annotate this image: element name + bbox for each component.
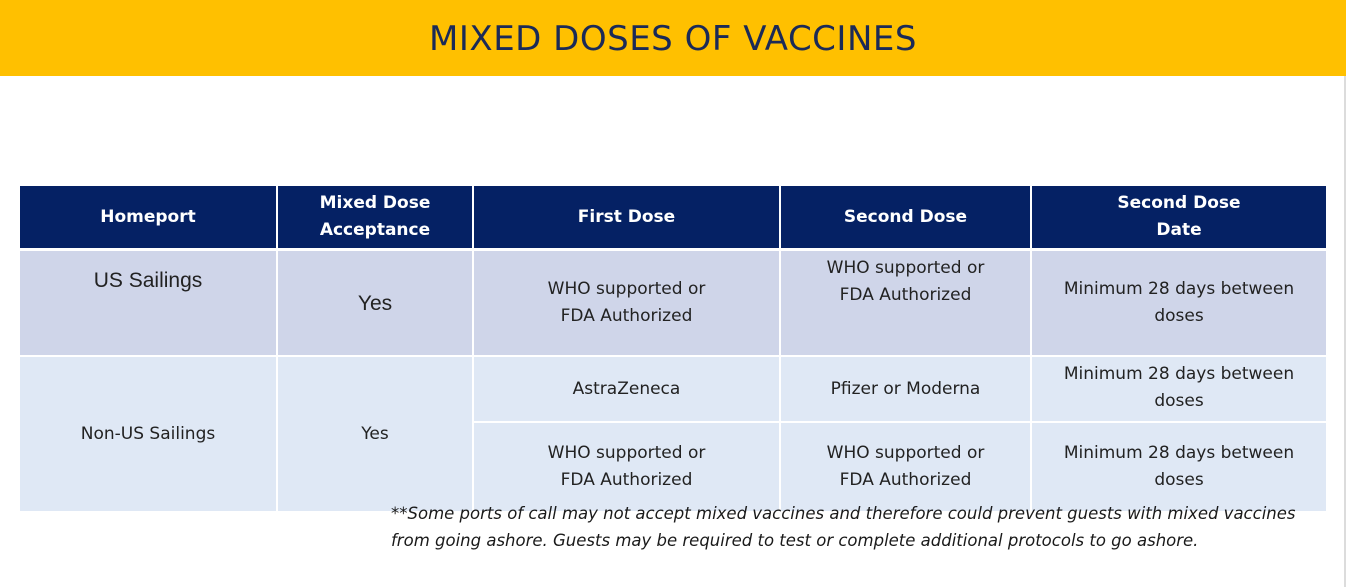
non-us-second-dose-date-cell-1: Minimum 28 days between doses xyxy=(1032,357,1326,423)
us-second-dose-cell: WHO supported or FDA Authorized xyxy=(781,251,1032,357)
header-homeport-label: Homeport xyxy=(100,206,196,227)
non-us-second-dose-2-line2: FDA Authorized xyxy=(839,470,972,490)
non-us-first-dose-2-line1: WHO supported or xyxy=(547,443,706,463)
mixed-dose-table: Homeport Mixed Dose Acceptance First Dos… xyxy=(20,186,1326,513)
header-homeport: Homeport xyxy=(20,186,278,251)
footnote-line2: from going ashore. Guests may be require… xyxy=(391,531,1199,550)
header-first-dose-label: First Dose xyxy=(577,206,676,227)
us-acceptance-cell: Yes xyxy=(278,251,474,357)
non-us-acceptance-value: Yes xyxy=(361,423,389,444)
us-homeport-cell: US Sailings xyxy=(20,251,278,357)
non-us-homeport-cell: Non-US Sailings xyxy=(20,357,278,513)
non-us-second-dose-date-cell-2: Minimum 28 days between doses xyxy=(1032,423,1326,513)
table-header-row: Homeport Mixed Dose Acceptance First Dos… xyxy=(20,186,1326,251)
right-edge-divider xyxy=(1344,76,1346,587)
us-date-line1: Minimum 28 days between xyxy=(1063,279,1295,299)
us-date-line2: doses xyxy=(1154,306,1204,326)
non-us-second-dose-cell-1: Pfizer or Moderna xyxy=(781,357,1032,423)
table-row-non-us-who-fda: WHO supported or FDA Authorized WHO supp… xyxy=(20,423,1326,513)
header-mixed-dose-acceptance: Mixed Dose Acceptance xyxy=(278,186,474,251)
header-second-dose-date-line1: Second Dose xyxy=(1117,193,1241,213)
footnote: **Some ports of call may not accept mixe… xyxy=(391,500,1331,554)
us-first-dose-line2: FDA Authorized xyxy=(560,306,693,326)
non-us-first-dose-cell-2: WHO supported or FDA Authorized xyxy=(474,423,781,513)
us-acceptance-value: Yes xyxy=(357,291,393,315)
non-us-first-dose-1: AstraZeneca xyxy=(572,378,681,399)
non-us-date-2-line2: doses xyxy=(1154,470,1204,490)
non-us-second-dose-1: Pfizer or Moderna xyxy=(830,378,981,399)
header-second-dose-label: Second Dose xyxy=(843,206,968,227)
us-second-dose-line1: WHO supported or xyxy=(826,258,985,278)
vaccine-table-container: Homeport Mixed Dose Acceptance First Dos… xyxy=(20,186,1326,513)
header-mixed-dose-line2: Acceptance xyxy=(319,220,431,240)
table-row-non-us-astrazeneca: Non-US Sailings Yes AstraZeneca Pfizer o… xyxy=(20,357,1326,513)
us-second-dose-line2: FDA Authorized xyxy=(839,285,972,305)
non-us-first-dose-cell-1: AstraZeneca xyxy=(474,357,781,423)
non-us-date-2-line1: Minimum 28 days between xyxy=(1063,443,1295,463)
us-first-dose-cell: WHO supported or FDA Authorized xyxy=(474,251,781,357)
footnote-line1: **Some ports of call may not accept mixe… xyxy=(391,504,1296,523)
us-first-dose-line1: WHO supported or xyxy=(547,279,706,299)
header-mixed-dose-line1: Mixed Dose xyxy=(319,193,431,213)
page-title: MIXED DOSES OF VACCINES xyxy=(429,19,917,59)
non-us-homeport-label: Non-US Sailings xyxy=(80,423,216,444)
non-us-first-dose-2-line2: FDA Authorized xyxy=(560,470,693,490)
title-banner: MIXED DOSES OF VACCINES xyxy=(0,0,1346,76)
non-us-date-1-line1: Minimum 28 days between xyxy=(1063,364,1295,384)
non-us-second-dose-cell-2: WHO supported or FDA Authorized xyxy=(781,423,1032,513)
non-us-second-dose-2-line1: WHO supported or xyxy=(826,443,985,463)
us-homeport-label: US Sailings xyxy=(93,269,203,292)
header-second-dose-date-line2: Date xyxy=(1156,220,1202,240)
non-us-date-1-line2: doses xyxy=(1154,391,1204,411)
table-row-us-sailings: US Sailings Yes WHO supported or FDA Aut… xyxy=(20,251,1326,357)
header-second-dose: Second Dose xyxy=(781,186,1032,251)
header-second-dose-date: Second Dose Date xyxy=(1032,186,1326,251)
header-first-dose: First Dose xyxy=(474,186,781,251)
us-second-dose-date-cell: Minimum 28 days between doses xyxy=(1032,251,1326,357)
non-us-acceptance-cell: Yes xyxy=(278,357,474,513)
